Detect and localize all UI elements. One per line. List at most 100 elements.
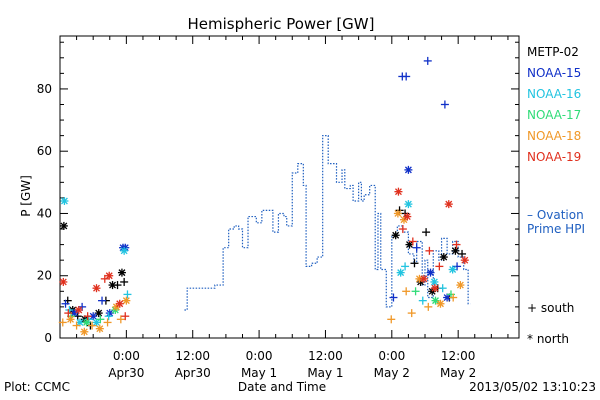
data-point-south — [401, 262, 410, 271]
data-point-north — [444, 200, 453, 209]
data-point-south — [422, 228, 431, 237]
data-point-south — [438, 284, 447, 293]
data-point-north — [404, 200, 413, 209]
data-point-north — [80, 327, 89, 336]
x-tick-label-date: May 2 — [440, 366, 476, 380]
data-point-south — [408, 237, 417, 246]
data-point-north — [82, 318, 91, 327]
data-point-south — [435, 262, 444, 271]
legend: METP-02 NOAA-15 NOAA-16 NOAA-17 NOAA-18 NOAA-… — [527, 45, 581, 164]
data-point-south — [398, 225, 407, 234]
x-axis: 0:00 Apr30 12:00 Apr30 0:00 May 1 12:00 May 1 0:… — [76, 36, 509, 380]
x-axis-label: Date and Time — [238, 380, 326, 394]
data-point-north — [430, 284, 439, 293]
data-point-south — [98, 296, 107, 305]
x-tick-label-date: Apr30 — [108, 366, 144, 380]
data-point-north — [66, 315, 75, 324]
data-point-south — [418, 296, 427, 305]
data-point-south — [64, 309, 73, 318]
data-point-north — [419, 274, 428, 283]
x-tick-label-time: 12:00 — [308, 349, 343, 363]
data-point-north — [95, 324, 104, 333]
data-point-south — [423, 56, 432, 65]
data-point-south — [96, 315, 105, 324]
north-marker-legend: * north — [527, 332, 569, 346]
data-point-south — [116, 315, 125, 324]
legend-entry: NOAA-15 — [527, 66, 581, 80]
x-tick-label-date: May 2 — [374, 366, 410, 380]
y-tick-label: 40 — [37, 206, 52, 220]
data-point-south — [453, 262, 462, 271]
data-point-north — [405, 240, 414, 249]
data-point-north — [456, 281, 465, 290]
chart-title: Hemispheric Power [GW] — [188, 15, 375, 33]
x-tick-label-date: May 1 — [307, 366, 343, 380]
data-point-south — [113, 281, 122, 290]
data-point-north — [393, 209, 402, 218]
legend-entry: NOAA-18 — [527, 129, 581, 143]
plot-source-label: Plot: CCMC — [4, 380, 70, 394]
data-point-south — [458, 249, 467, 258]
south-marker-legend: + south — [527, 301, 574, 315]
data-point-south — [120, 277, 129, 286]
y-axis-label: P [GW] — [19, 175, 33, 217]
data-point-south — [402, 72, 411, 81]
data-point-south — [410, 259, 419, 268]
ovation-legend-label: – Ovation Prime HPI — [527, 208, 585, 236]
data-point-north — [117, 268, 126, 277]
data-point-south — [121, 312, 130, 321]
legend-entry: NOAA-19 — [527, 150, 581, 164]
x-tick-label-time: 0:00 — [113, 349, 140, 363]
satellite-markers — [58, 56, 469, 336]
x-tick-label-date: May 1 — [241, 366, 277, 380]
legend-entry: NOAA-16 — [527, 87, 581, 101]
data-point-north — [92, 284, 101, 293]
x-tick-label-time: 0:00 — [246, 349, 273, 363]
ovation-prime-hpi-line — [184, 135, 471, 311]
data-point-south — [88, 321, 97, 330]
plot-timestamp: 2013/05/02 13:10:23 — [469, 380, 596, 394]
data-point-south — [402, 287, 411, 296]
x-tick-label-time: 12:00 — [175, 349, 210, 363]
data-point-north — [59, 277, 68, 286]
data-point-south — [100, 274, 109, 283]
data-point-north — [105, 271, 114, 280]
data-point-south — [411, 287, 420, 296]
data-point-north — [448, 265, 457, 274]
y-axis: 0 20 40 60 80 — [37, 41, 519, 345]
data-point-north — [89, 312, 98, 321]
data-point-north — [460, 256, 469, 265]
x-tick-label-time: 12:00 — [441, 349, 476, 363]
data-point-south — [425, 246, 434, 255]
data-point-south — [412, 243, 421, 252]
data-point-north — [59, 221, 68, 230]
data-point-south — [389, 293, 398, 302]
data-point-south — [123, 290, 132, 299]
data-point-north — [396, 268, 405, 277]
x-tick-label-time: 0:00 — [378, 349, 405, 363]
data-point-north — [439, 253, 448, 262]
data-point-north — [122, 296, 131, 305]
y-tick-label: 0 — [44, 331, 52, 345]
data-point-north — [403, 212, 412, 221]
y-tick-label: 60 — [37, 144, 52, 158]
data-point-north — [74, 305, 83, 314]
legend-entry: METP-02 — [527, 45, 579, 59]
data-point-north — [451, 246, 460, 255]
data-point-south — [83, 312, 92, 321]
legend-entry: NOAA-17 — [527, 108, 581, 122]
data-point-south — [58, 318, 67, 327]
data-point-north — [436, 299, 445, 308]
data-point-north — [394, 187, 403, 196]
data-point-south — [440, 100, 449, 109]
plot-frame — [59, 35, 520, 339]
data-point-north — [426, 268, 435, 277]
data-point-north — [115, 299, 124, 308]
data-point-south — [449, 293, 458, 302]
y-tick-label: 80 — [37, 82, 52, 96]
data-point-south — [103, 318, 112, 327]
data-point-south — [61, 299, 70, 308]
y-tick-label: 20 — [37, 269, 52, 283]
data-point-north — [60, 197, 69, 206]
